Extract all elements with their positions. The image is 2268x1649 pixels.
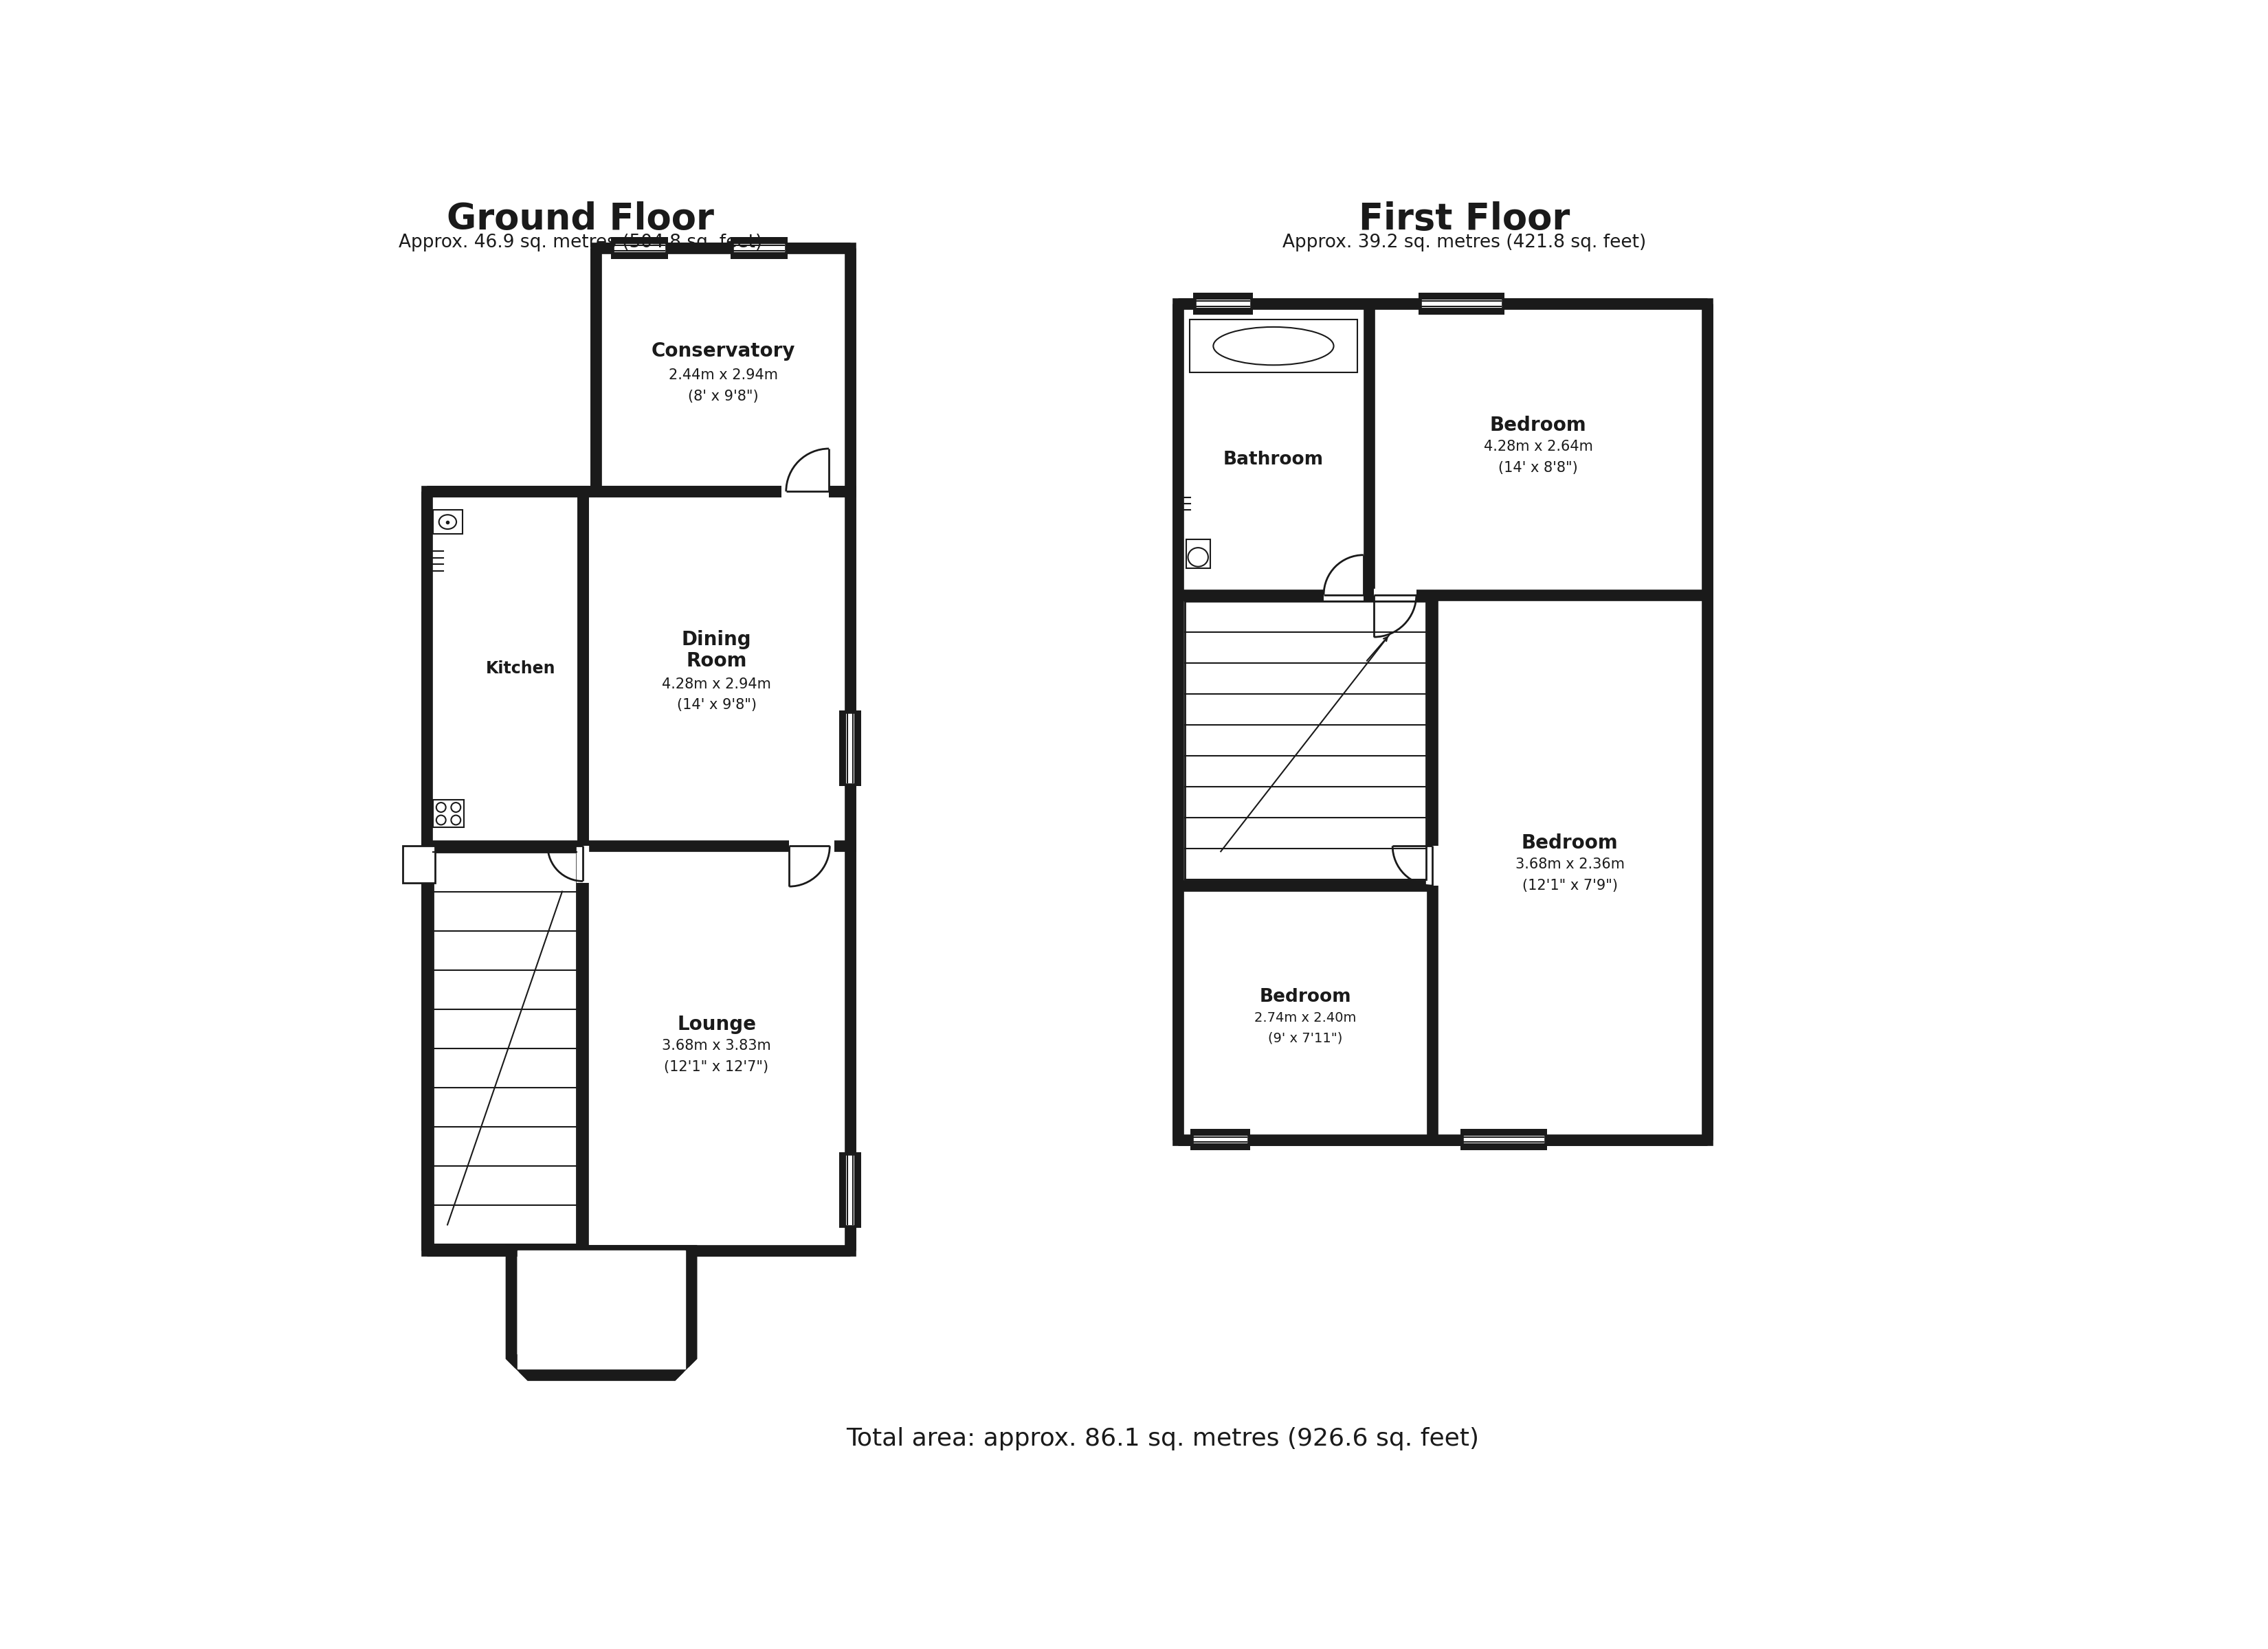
Polygon shape bbox=[513, 1250, 692, 1375]
Bar bbox=[1184, 600, 1427, 879]
Polygon shape bbox=[587, 849, 846, 1247]
Text: Bathroom: Bathroom bbox=[1222, 450, 1325, 468]
Polygon shape bbox=[599, 252, 846, 488]
Bar bbox=[426, 491, 850, 846]
Bar bbox=[433, 510, 463, 534]
Text: Approx. 39.2 sq. metres (421.8 sq. feet): Approx. 39.2 sq. metres (421.8 sq. feet) bbox=[1281, 234, 1647, 252]
Polygon shape bbox=[1436, 599, 1703, 1136]
Text: Lounge: Lounge bbox=[676, 1014, 755, 1034]
Text: (14' x 8'8"): (14' x 8'8") bbox=[1499, 460, 1579, 475]
Text: (9' x 7'11"): (9' x 7'11") bbox=[1268, 1032, 1343, 1044]
Text: 4.28m x 2.94m: 4.28m x 2.94m bbox=[662, 678, 771, 691]
Polygon shape bbox=[1182, 599, 1429, 1136]
Text: 3.68m x 3.83m: 3.68m x 3.83m bbox=[662, 1039, 771, 1052]
Text: Bedroom: Bedroom bbox=[1490, 416, 1585, 435]
Polygon shape bbox=[844, 714, 857, 783]
Bar bbox=[426, 846, 583, 1250]
Text: Room: Room bbox=[687, 651, 746, 671]
Polygon shape bbox=[431, 495, 846, 843]
Bar bbox=[433, 853, 576, 1245]
Text: (8' x 9'8"): (8' x 9'8") bbox=[687, 389, 758, 402]
Text: 2.74m x 2.40m: 2.74m x 2.40m bbox=[1254, 1011, 1356, 1024]
Bar bbox=[596, 247, 850, 491]
Text: Ground Floor: Ground Floor bbox=[447, 201, 714, 237]
Text: Bedroom: Bedroom bbox=[1522, 834, 1617, 853]
Text: 3.68m x 2.36m: 3.68m x 2.36m bbox=[1515, 857, 1624, 871]
Text: Conservatory: Conservatory bbox=[651, 341, 796, 361]
Polygon shape bbox=[431, 849, 578, 1247]
Polygon shape bbox=[733, 241, 785, 256]
Polygon shape bbox=[517, 1250, 685, 1369]
Text: 2.44m x 2.94m: 2.44m x 2.94m bbox=[669, 368, 778, 383]
Text: Total area: approx. 86.1 sq. metres (926.6 sq. feet): Total area: approx. 86.1 sq. metres (926… bbox=[846, 1426, 1479, 1449]
Bar bbox=[433, 800, 465, 828]
Polygon shape bbox=[1422, 297, 1501, 312]
Polygon shape bbox=[844, 1156, 857, 1224]
Bar bbox=[1191, 320, 1356, 373]
Bar bbox=[404, 846, 435, 882]
Text: (14' x 9'8"): (14' x 9'8") bbox=[676, 698, 755, 712]
Text: (12'1" x 12'7"): (12'1" x 12'7") bbox=[665, 1060, 769, 1073]
Bar bbox=[1186, 539, 1209, 569]
Text: Kitchen: Kitchen bbox=[485, 661, 556, 678]
Text: (12'1" x 7'9"): (12'1" x 7'9") bbox=[1522, 879, 1617, 892]
Text: 4.28m x 2.64m: 4.28m x 2.64m bbox=[1483, 440, 1592, 453]
Text: Dining: Dining bbox=[683, 630, 751, 650]
Text: Approx. 46.9 sq. metres (504.8 sq. feet): Approx. 46.9 sq. metres (504.8 sq. feet) bbox=[399, 234, 762, 252]
Polygon shape bbox=[515, 1255, 687, 1372]
Polygon shape bbox=[1198, 297, 1250, 312]
Bar bbox=[1179, 303, 1708, 1139]
Polygon shape bbox=[1193, 1133, 1247, 1148]
Text: Bedroom: Bedroom bbox=[1259, 988, 1352, 1006]
Polygon shape bbox=[1182, 308, 1365, 590]
Polygon shape bbox=[1182, 308, 1703, 1136]
Polygon shape bbox=[1465, 1133, 1545, 1148]
Bar bbox=[583, 846, 850, 1250]
Polygon shape bbox=[1372, 308, 1703, 590]
Text: First Floor: First Floor bbox=[1359, 201, 1569, 237]
Polygon shape bbox=[615, 241, 665, 256]
